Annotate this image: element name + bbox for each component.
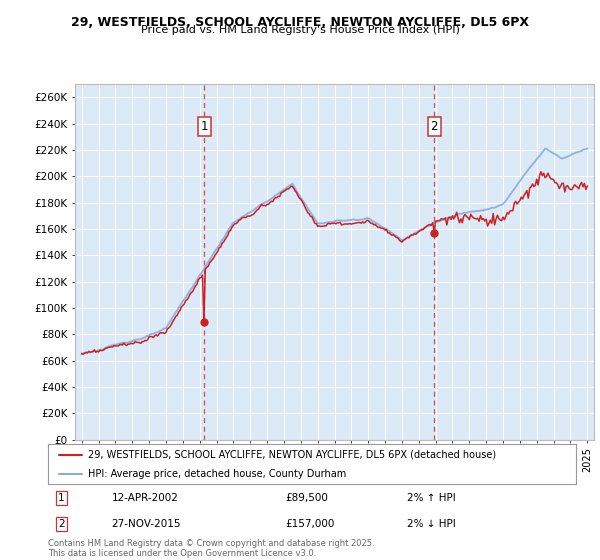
Text: 29, WESTFIELDS, SCHOOL AYCLIFFE, NEWTON AYCLIFFE, DL5 6PX (detached house): 29, WESTFIELDS, SCHOOL AYCLIFFE, NEWTON …	[88, 450, 496, 460]
Text: 2: 2	[431, 120, 438, 133]
Text: 2% ↓ HPI: 2% ↓ HPI	[407, 519, 456, 529]
Text: £89,500: £89,500	[286, 493, 328, 503]
Text: HPI: Average price, detached house, County Durham: HPI: Average price, detached house, Coun…	[88, 469, 346, 478]
Text: Contains HM Land Registry data © Crown copyright and database right 2025.
This d: Contains HM Land Registry data © Crown c…	[48, 539, 374, 558]
Text: 12-APR-2002: 12-APR-2002	[112, 493, 178, 503]
Text: 29, WESTFIELDS, SCHOOL AYCLIFFE, NEWTON AYCLIFFE, DL5 6PX: 29, WESTFIELDS, SCHOOL AYCLIFFE, NEWTON …	[71, 16, 529, 29]
Text: 27-NOV-2015: 27-NOV-2015	[112, 519, 181, 529]
Text: 1: 1	[200, 120, 208, 133]
Text: 2: 2	[58, 519, 65, 529]
Text: Price paid vs. HM Land Registry's House Price Index (HPI): Price paid vs. HM Land Registry's House …	[140, 25, 460, 35]
Text: 1: 1	[58, 493, 65, 503]
Text: £157,000: £157,000	[286, 519, 335, 529]
Text: 2% ↑ HPI: 2% ↑ HPI	[407, 493, 456, 503]
